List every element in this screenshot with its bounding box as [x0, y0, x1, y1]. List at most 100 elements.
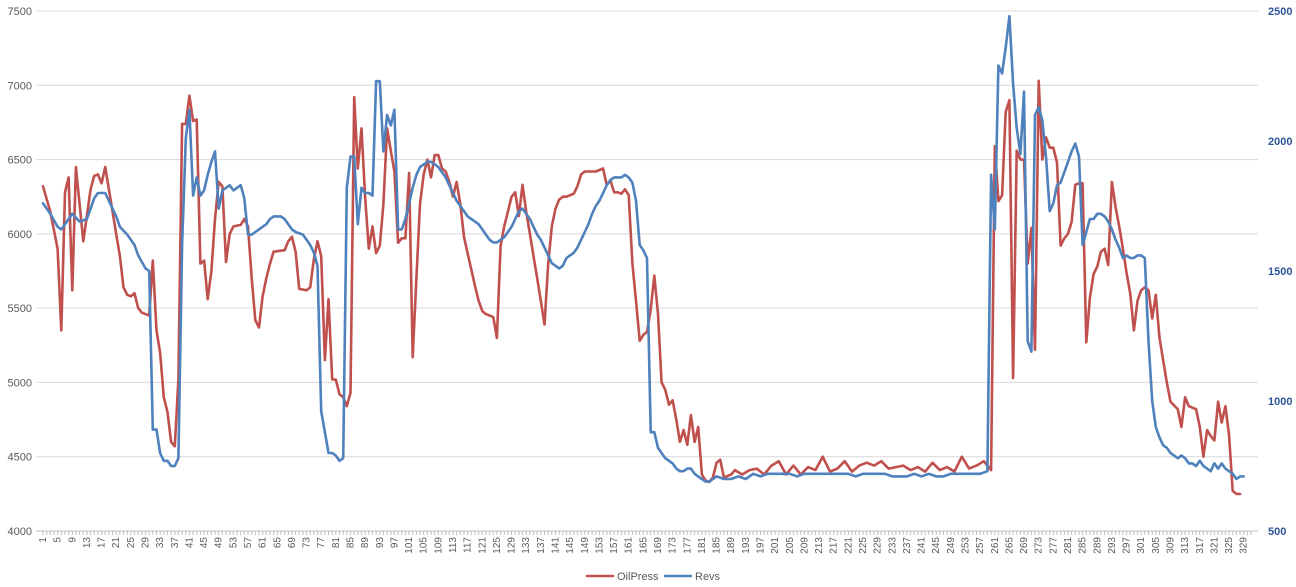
- x-tick-label: 329: [1239, 537, 1250, 554]
- axes: 7500700065006000550050004500400025002000…: [8, 6, 1293, 554]
- y-tick-label: 4500: [8, 452, 32, 464]
- x-tick-label: 297: [1122, 537, 1133, 554]
- x-tick-label: 309: [1165, 537, 1176, 554]
- y2-tick-label: 1000: [1268, 396, 1292, 408]
- x-tick-label: 109: [433, 537, 444, 554]
- x-tick-label: 317: [1195, 537, 1206, 554]
- y-tick-label: 7000: [8, 80, 32, 92]
- x-tick-label: 101: [404, 537, 415, 554]
- x-tick-label: 153: [594, 537, 605, 554]
- x-tick-label: 61: [258, 537, 269, 549]
- x-tick-label: 313: [1180, 537, 1191, 554]
- x-tick-label: 81: [331, 537, 342, 549]
- x-tick-label: 209: [799, 537, 810, 554]
- x-tick-label: 325: [1224, 537, 1235, 554]
- x-tick-label: 157: [609, 537, 620, 554]
- x-tick-label: 9: [67, 537, 78, 543]
- x-tick-label: 185: [712, 537, 723, 554]
- y2-tick-label: 2500: [1268, 6, 1292, 18]
- legend-label-revs: Revs: [695, 571, 721, 583]
- x-tick-label: 85: [345, 537, 356, 549]
- x-tick-label: 273: [1034, 537, 1045, 554]
- x-tick-label: 129: [507, 537, 518, 554]
- x-tick-label: 257: [975, 537, 986, 554]
- x-tick-label: 33: [155, 537, 166, 549]
- x-tick-label: 37: [170, 537, 181, 549]
- x-tick-label: 181: [697, 537, 708, 554]
- y2-tick-label: 1500: [1268, 266, 1292, 278]
- x-tick-label: 117: [463, 537, 474, 553]
- x-tick-label: 145: [565, 537, 576, 554]
- x-tick-label: 41: [184, 537, 195, 549]
- x-tick-label: 21: [111, 537, 122, 549]
- x-tick-label: 161: [624, 537, 635, 554]
- x-tick-label: 169: [653, 537, 664, 554]
- series-lines: [41, 14, 1245, 496]
- x-tick-label: 29: [140, 537, 151, 549]
- x-tick-label: 137: [536, 537, 547, 554]
- y-tick-label: 6000: [8, 229, 32, 241]
- x-tick-label: 293: [1107, 537, 1118, 554]
- x-tick-label: 149: [580, 537, 591, 554]
- x-tick-label: 17: [97, 537, 108, 549]
- x-tick-label: 289: [1092, 537, 1103, 554]
- x-tick-label: 201: [770, 537, 781, 554]
- legend-label-oilpress: OilPress: [617, 571, 659, 583]
- x-tick-label: 237: [902, 537, 913, 554]
- x-tick-label: 277: [1048, 537, 1059, 554]
- x-tick-label: 125: [492, 537, 503, 554]
- x-tick-label: 53: [228, 537, 239, 549]
- x-tick-label: 253: [960, 537, 971, 554]
- x-tick-label: 229: [873, 537, 884, 554]
- x-tick-label: 305: [1151, 537, 1162, 554]
- x-tick-label: 57: [243, 537, 254, 549]
- x-tick-label: 321: [1209, 537, 1220, 554]
- x-tick-label: 189: [726, 537, 737, 554]
- x-tick-label: 89: [360, 537, 371, 549]
- x-tick-label: 205: [785, 537, 796, 554]
- x-tick-label: 225: [858, 537, 869, 554]
- x-tick-label: 281: [1063, 537, 1074, 554]
- y-tick-label: 4000: [8, 526, 32, 538]
- x-tick-label: 69: [287, 537, 298, 549]
- x-tick-label: 197: [755, 537, 766, 554]
- x-tick-label: 233: [887, 537, 898, 554]
- y2-tick-label: 500: [1268, 526, 1286, 538]
- x-tick-label: 177: [682, 537, 693, 554]
- x-tick-label: 165: [638, 537, 649, 554]
- x-tick-label: 269: [1019, 537, 1030, 554]
- x-tick-label: 221: [843, 537, 854, 554]
- x-tick-label: 133: [521, 537, 532, 554]
- x-tick-label: 25: [126, 537, 137, 549]
- x-tick-label: 173: [668, 537, 679, 554]
- x-tick-label: 213: [814, 537, 825, 554]
- legend: OilPress Revs: [586, 571, 721, 583]
- x-tick-label: 249: [946, 537, 957, 554]
- x-tick-label: 13: [82, 537, 93, 549]
- x-tick-label: 245: [931, 537, 942, 554]
- x-tick-label: 261: [990, 537, 1001, 554]
- x-tick-label: 105: [419, 537, 430, 554]
- x-tick-label: 1: [38, 537, 49, 543]
- x-tick-label: 5: [53, 537, 64, 543]
- y2-tick-label: 2000: [1268, 136, 1292, 148]
- x-tick-label: 45: [199, 537, 210, 549]
- x-tick-label: 141: [550, 537, 561, 554]
- x-tick-label: 77: [316, 537, 327, 549]
- x-tick-label: 301: [1136, 537, 1147, 554]
- x-tick-label: 49: [214, 537, 225, 549]
- y-tick-label: 7500: [8, 6, 32, 18]
- x-tick-label: 93: [375, 537, 386, 549]
- series-line-revs: [41, 14, 1245, 483]
- x-tick-label: 73: [302, 537, 313, 549]
- x-tick-label: 113: [448, 537, 459, 553]
- x-tick-label: 217: [829, 537, 840, 554]
- x-tick-label: 193: [741, 537, 752, 554]
- y-tick-label: 5000: [8, 377, 32, 389]
- x-tick-label: 265: [1004, 537, 1015, 554]
- x-tick-label: 121: [477, 537, 488, 554]
- y-tick-label: 5500: [8, 303, 32, 315]
- x-tick-label: 97: [389, 537, 400, 549]
- x-tick-label: 241: [917, 537, 928, 554]
